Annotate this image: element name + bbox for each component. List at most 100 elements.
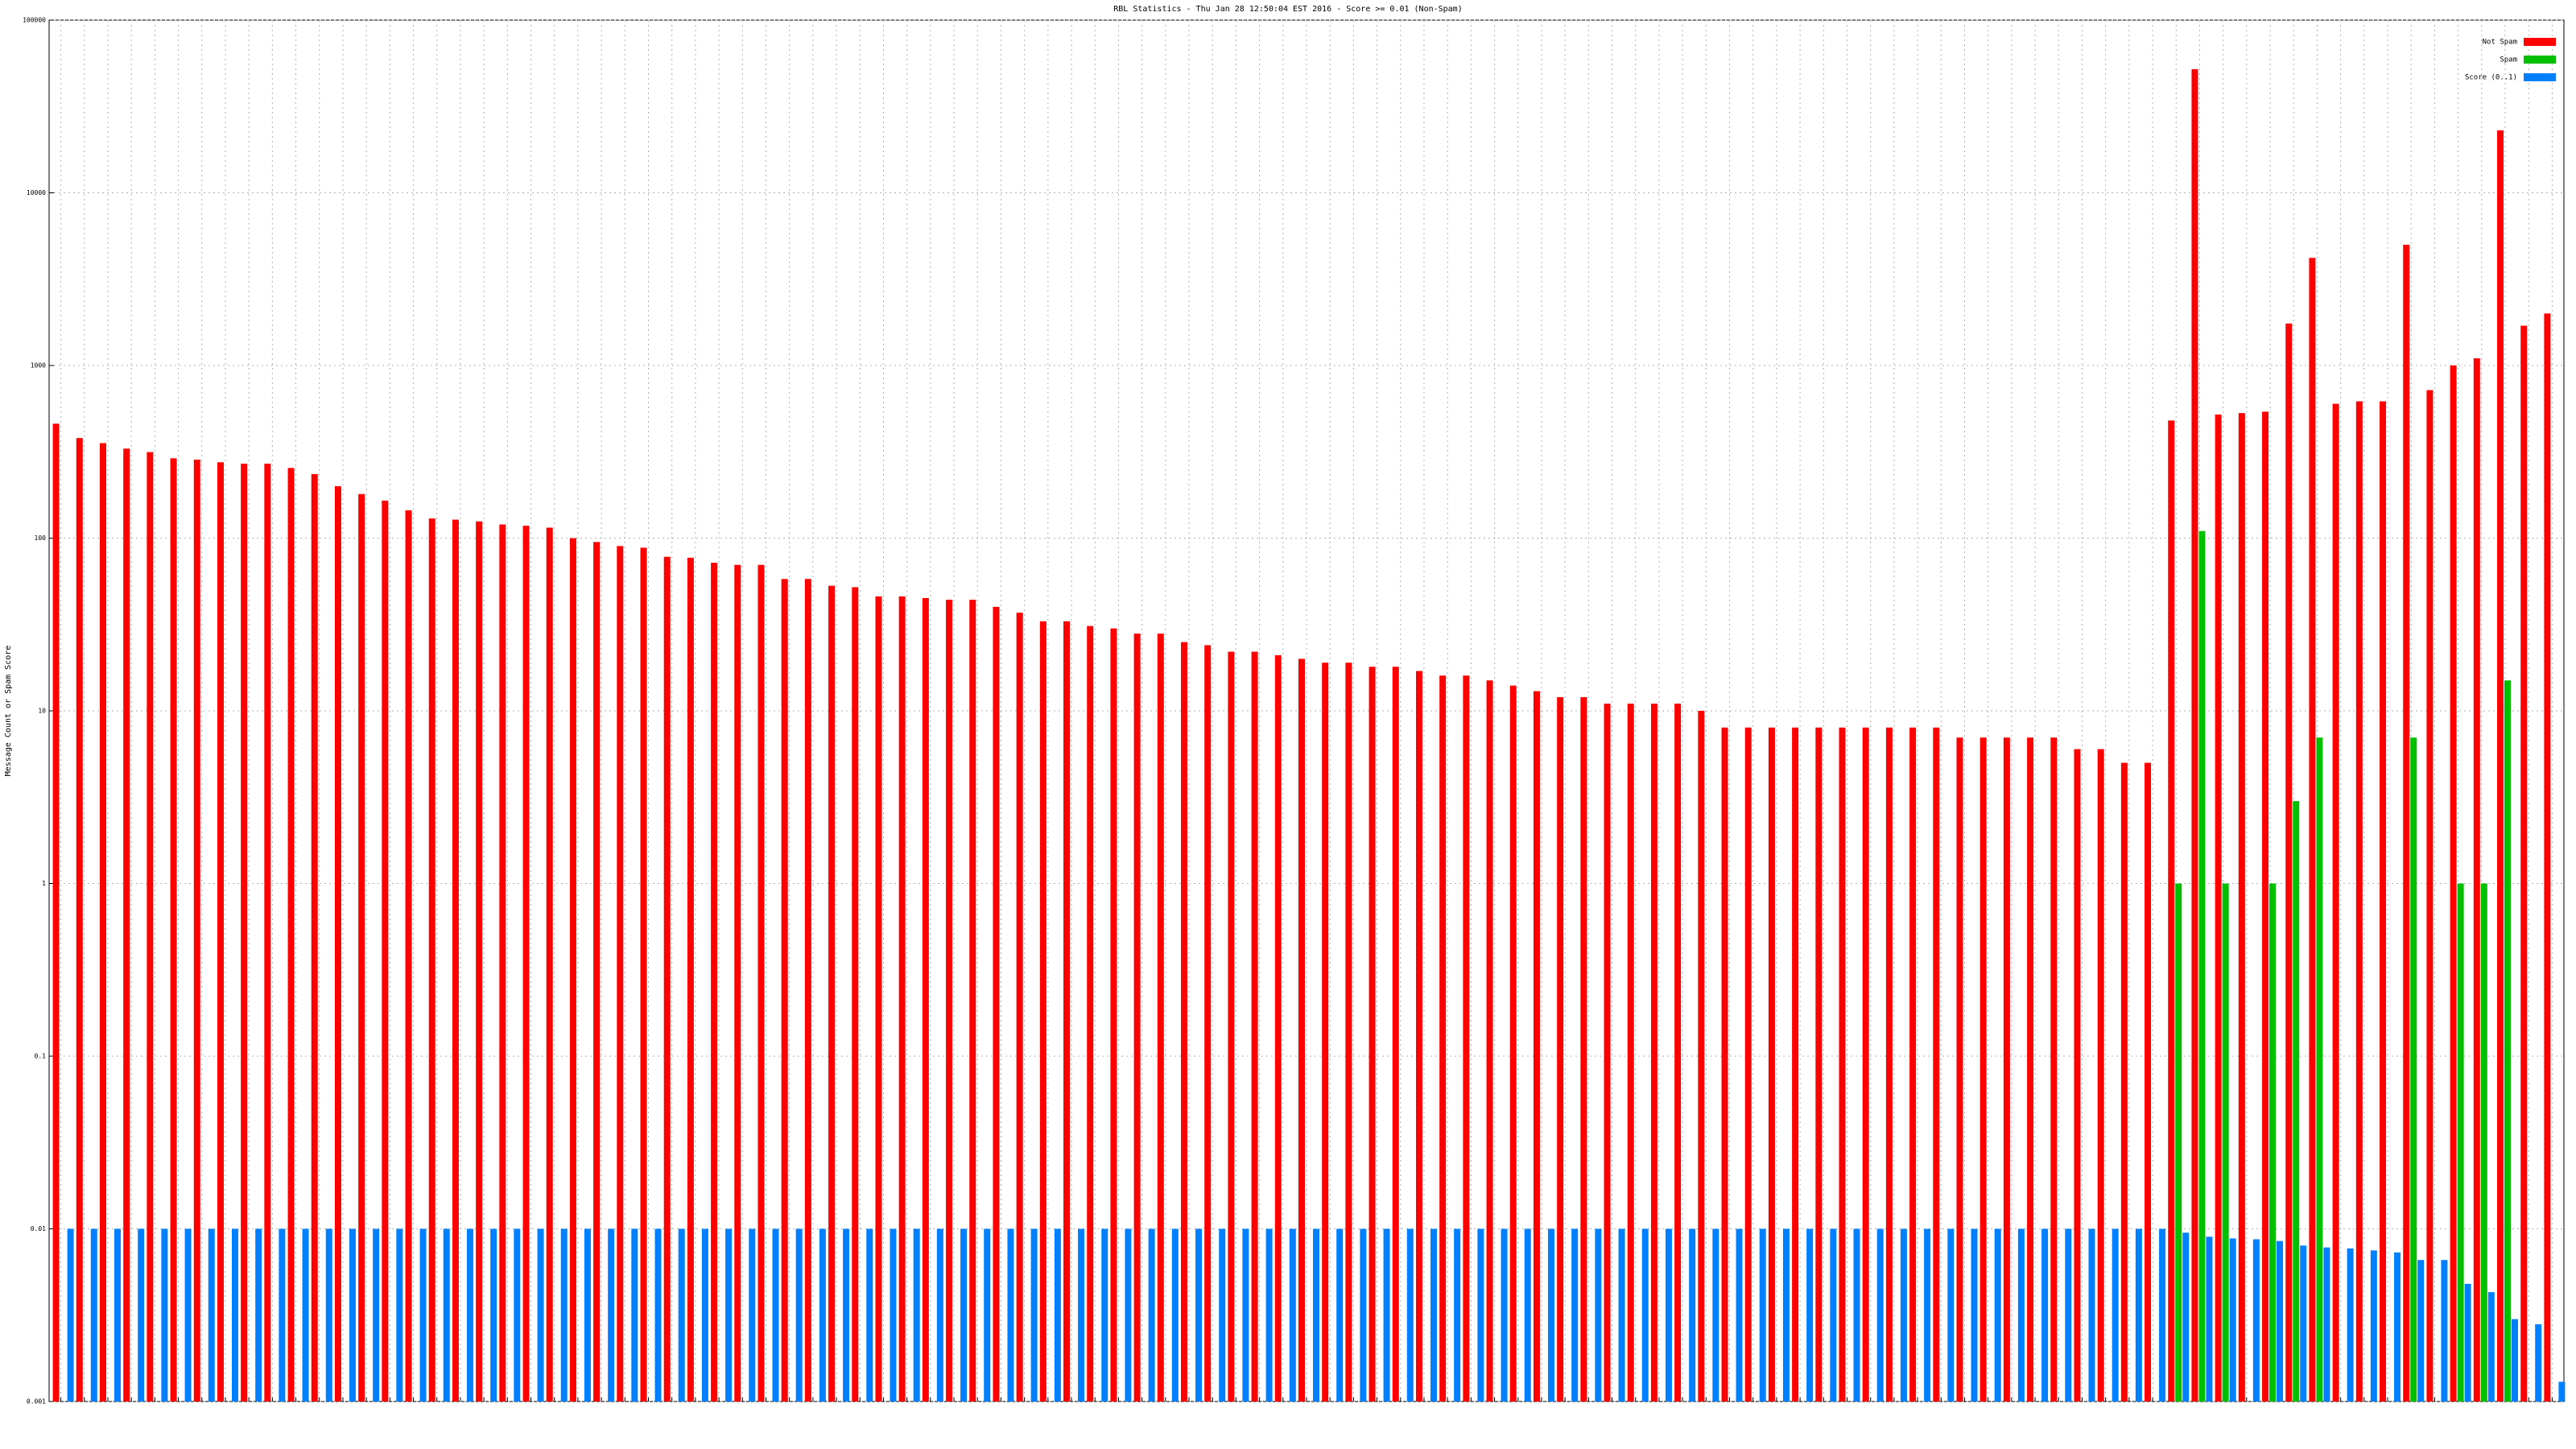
- legend-label: Spam: [2500, 56, 2517, 64]
- bar: [2191, 68, 2198, 1402]
- bar: [1595, 1228, 1602, 1402]
- bar: [170, 458, 177, 1402]
- bar: [2323, 1247, 2330, 1402]
- bar: [514, 1228, 521, 1402]
- bar: [819, 1228, 826, 1402]
- bar: [1698, 711, 1705, 1402]
- bar: [2097, 749, 2104, 1402]
- bar: [1030, 1228, 1038, 1402]
- bar: [922, 597, 929, 1402]
- bar: [2182, 1232, 2190, 1402]
- legend-label: Score (0..1): [2465, 74, 2517, 82]
- bar: [1971, 1228, 1978, 1402]
- bar: [67, 1228, 74, 1402]
- bar: [1439, 675, 1447, 1402]
- bar: [969, 599, 976, 1402]
- bar: [2277, 1241, 2284, 1402]
- bar: [1830, 1228, 1837, 1402]
- bar: [231, 1228, 238, 1402]
- bar: [2120, 762, 2128, 1402]
- bar: [936, 1228, 943, 1402]
- bar: [890, 1228, 897, 1402]
- bar: [640, 547, 647, 1402]
- bar: [452, 519, 459, 1402]
- bar: [279, 1228, 286, 1402]
- bar: [1956, 737, 1963, 1402]
- bar: [1171, 1228, 1179, 1402]
- bar: [537, 1228, 544, 1402]
- bar: [2473, 358, 2480, 1402]
- bar: [654, 1228, 662, 1402]
- bar: [2065, 1228, 2072, 1402]
- bar: [349, 1228, 356, 1402]
- bar: [1007, 1228, 1014, 1402]
- y-tick-label: 100000: [23, 17, 46, 24]
- bar: [2332, 403, 2339, 1402]
- bar: [1298, 658, 1305, 1402]
- bar: [1392, 667, 1399, 1402]
- bar: [1289, 1228, 1296, 1402]
- bar: [687, 557, 694, 1402]
- bar: [1463, 675, 1470, 1402]
- bar: [2457, 883, 2464, 1402]
- bar: [2293, 801, 2300, 1402]
- bar: [1110, 628, 1117, 1402]
- bar: [1336, 1228, 1344, 1402]
- bar: [443, 1228, 450, 1402]
- bar: [1477, 1228, 1484, 1402]
- bar: [2050, 737, 2058, 1402]
- bar: [608, 1228, 615, 1402]
- bar: [241, 463, 248, 1402]
- bar: [2480, 883, 2487, 1402]
- bar: [1509, 685, 1517, 1402]
- y-tick-label: 1000: [31, 362, 46, 369]
- bar: [2426, 390, 2434, 1402]
- bar: [90, 1228, 97, 1402]
- bar: [476, 521, 483, 1402]
- bar: [396, 1228, 403, 1402]
- bar: [373, 1228, 380, 1402]
- legend-swatch: [2524, 73, 2556, 81]
- bar: [2285, 323, 2293, 1402]
- y-tick-label: 100: [35, 535, 47, 542]
- bar: [2215, 414, 2222, 1402]
- bar: [1101, 1228, 1108, 1402]
- bar: [382, 500, 389, 1402]
- bar: [2394, 1252, 2401, 1402]
- bar: [913, 1228, 920, 1402]
- bar: [946, 599, 953, 1402]
- bar: [2403, 245, 2410, 1402]
- bar: [1039, 621, 1046, 1402]
- bar: [466, 1228, 473, 1402]
- bar: [208, 1228, 215, 1402]
- bar: [123, 448, 130, 1402]
- bar: [1265, 1228, 1273, 1402]
- bar: [2262, 411, 2269, 1402]
- bar: [1924, 1228, 1931, 1402]
- bar: [1524, 1228, 1531, 1402]
- bar: [960, 1228, 968, 1402]
- bar: [1430, 1228, 1437, 1402]
- bar: [984, 1228, 991, 1402]
- bar: [701, 1228, 708, 1402]
- bar: [1604, 704, 1611, 1402]
- bar: [2544, 313, 2551, 1402]
- bar: [1557, 697, 1564, 1402]
- bar: [52, 423, 60, 1402]
- bar: [1759, 1228, 1766, 1402]
- legend-swatch: [2524, 56, 2556, 64]
- bar: [2450, 365, 2457, 1402]
- bar: [2159, 1228, 2166, 1402]
- bar: [1627, 704, 1634, 1402]
- bar: [1853, 1228, 1860, 1402]
- bar: [2441, 1260, 2448, 1402]
- bar: [264, 463, 271, 1402]
- bar: [1994, 1228, 2001, 1402]
- bar: [758, 564, 765, 1402]
- bar: [1148, 1228, 1155, 1402]
- bar: [663, 556, 671, 1402]
- bar: [76, 438, 83, 1402]
- bar: [1806, 1228, 1814, 1402]
- bar: [2347, 1248, 2354, 1402]
- bar: [1415, 671, 1422, 1402]
